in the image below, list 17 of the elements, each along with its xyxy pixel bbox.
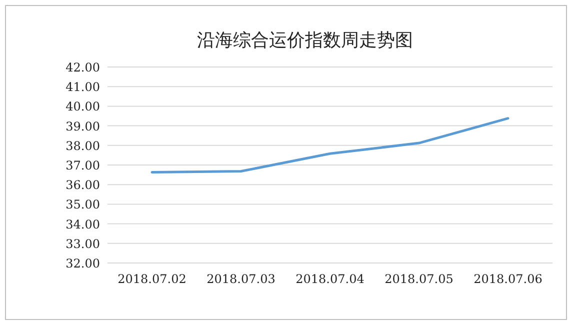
y-tick-label: 39.00 xyxy=(66,119,100,134)
y-tick-label: 36.00 xyxy=(66,178,100,192)
chart-title: 沿海综合运价指数周走势图 xyxy=(197,30,413,51)
y-tick-label: 32.00 xyxy=(66,256,100,270)
y-tick-label: 38.00 xyxy=(66,138,100,153)
y-tick-label: 40.00 xyxy=(66,100,100,114)
x-tick-label: 2018.07.05 xyxy=(384,272,454,286)
y-tick-label: 37.00 xyxy=(66,158,100,172)
x-tick-label: 2018.07.04 xyxy=(296,272,365,286)
x-tick-label: 2018.07.02 xyxy=(118,272,186,286)
y-tick-label: 33.00 xyxy=(66,236,100,251)
y-tick-label: 34.00 xyxy=(66,217,100,232)
y-tick-label: 41.00 xyxy=(66,80,100,94)
y-tick-label: 42.00 xyxy=(66,60,100,74)
y-tick-label: 35.00 xyxy=(66,198,100,212)
x-tick-label: 2018.07.06 xyxy=(474,272,542,286)
x-tick-label: 2018.07.03 xyxy=(206,272,276,286)
